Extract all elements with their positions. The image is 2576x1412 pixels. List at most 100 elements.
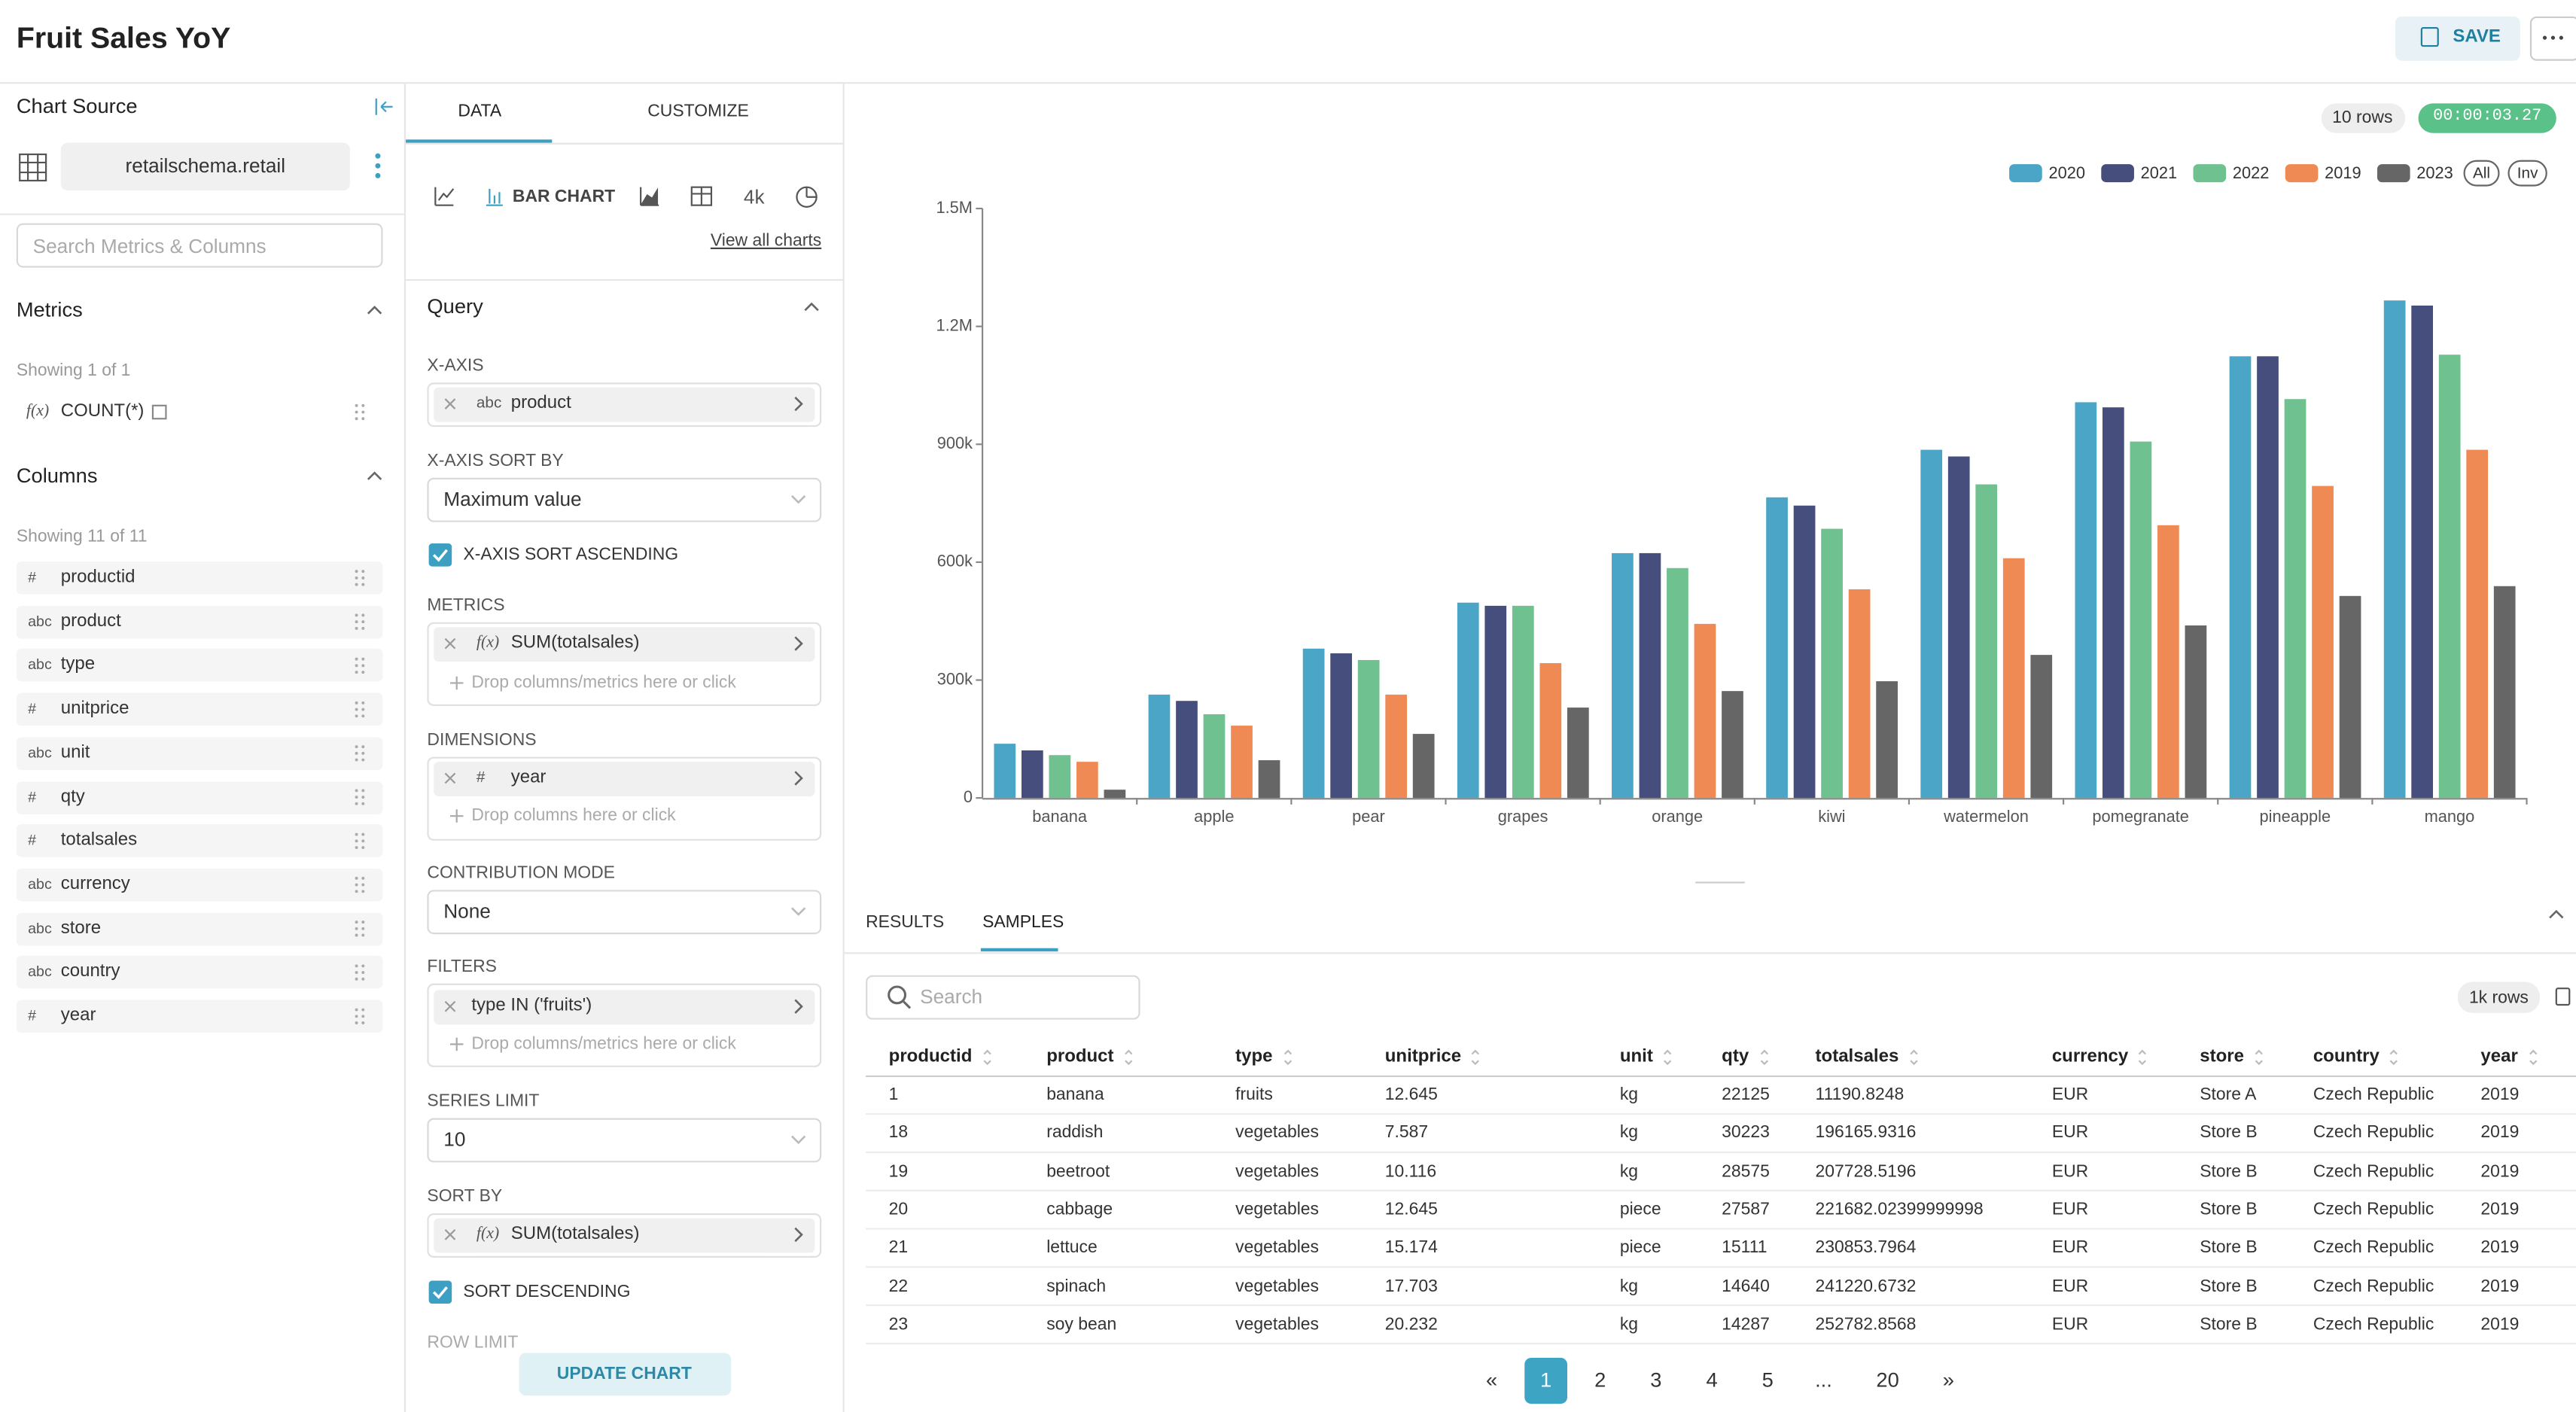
sort-icon — [2255, 1049, 2263, 1066]
view-all-link[interactable]: View all charts — [710, 231, 822, 251]
chart-type[interactable]: BAR CHART — [512, 187, 616, 207]
control-chip[interactable] — [434, 762, 815, 796]
update-button[interactable] — [519, 1353, 732, 1396]
chevron-icon — [367, 306, 382, 315]
area-chart-icon — [640, 187, 659, 206]
control-label: ROW LIMIT — [427, 1332, 519, 1353]
drop-hint[interactable]: Drop columns here or click — [471, 805, 676, 826]
legend-swatch — [2193, 164, 2227, 183]
page-link[interactable]: 1 — [1540, 1368, 1552, 1392]
select[interactable] — [427, 1118, 822, 1163]
table-cell: 11190.8248 — [1815, 1085, 1905, 1105]
sort-icon — [1910, 1049, 1918, 1066]
y-tick-label: 600k — [937, 552, 973, 571]
chip-icon: f(x) — [476, 634, 500, 653]
page-link[interactable]: 4 — [1706, 1368, 1718, 1392]
table-header[interactable]: unitprice — [1384, 1046, 1462, 1067]
table-cell: kg — [1619, 1314, 1639, 1334]
dataset-box[interactable] — [60, 142, 350, 191]
page-link[interactable]: 2 — [1594, 1368, 1606, 1392]
control-chip[interactable] — [434, 387, 815, 422]
control-label: DIMENSIONS — [427, 730, 537, 750]
page-link[interactable]: ... — [1815, 1368, 1832, 1392]
table-cell: spinach — [1046, 1276, 1107, 1296]
column-item[interactable] — [16, 911, 383, 945]
tab[interactable]: CUSTOMIZE — [647, 101, 749, 121]
column-name: unit — [60, 742, 90, 762]
table-cell: 230853.7964 — [1815, 1237, 1917, 1258]
column-item[interactable] — [16, 737, 383, 770]
bar — [1876, 681, 1898, 799]
column-item[interactable] — [16, 868, 383, 902]
checkbox-label[interactable]: SORT DESCENDING — [463, 1282, 631, 1302]
checkbox — [428, 1280, 452, 1304]
bar — [2157, 525, 2179, 799]
big-number-icon[interactable]: 4k — [743, 185, 765, 209]
page-link[interactable]: » — [1942, 1368, 1954, 1392]
table-header[interactable]: currency — [2051, 1046, 2129, 1067]
bar — [1231, 726, 1253, 799]
table-cell: 10.116 — [1384, 1161, 1437, 1182]
x-tick-label: pear — [1352, 807, 1385, 826]
results-search[interactable] — [866, 975, 1140, 1020]
table-header[interactable]: store — [2200, 1046, 2244, 1067]
page-link[interactable]: « — [1486, 1368, 1498, 1392]
search-input[interactable] — [16, 223, 383, 268]
control-chip[interactable] — [434, 990, 815, 1025]
table-header[interactable]: country — [2313, 1046, 2380, 1067]
column-item[interactable] — [16, 561, 383, 595]
select[interactable] — [427, 890, 822, 935]
table-header[interactable]: product — [1046, 1046, 1114, 1067]
table-header[interactable]: unit — [1619, 1046, 1653, 1067]
bar — [1176, 701, 1198, 799]
column-item[interactable] — [16, 956, 383, 989]
table-header[interactable]: productid — [888, 1046, 973, 1067]
more-button[interactable] — [2529, 16, 2576, 61]
row-count: 10 rows — [2332, 108, 2393, 128]
column-name: year — [60, 1006, 96, 1026]
x-tick-label: kiwi — [1818, 807, 1845, 826]
table-cell: Czech Republic — [2313, 1199, 2434, 1219]
chip-value: SUM(totalsales) — [510, 1224, 640, 1244]
bar — [1694, 623, 1716, 799]
drop-hint[interactable]: Drop columns/metrics here or click — [471, 1033, 736, 1054]
bar — [1975, 484, 1998, 799]
control-chip[interactable] — [434, 1218, 815, 1253]
page-link[interactable]: 5 — [1761, 1368, 1774, 1392]
page-link[interactable]: 3 — [1650, 1368, 1662, 1392]
checkbox-label[interactable]: X-AXIS SORT ASCENDING — [463, 544, 679, 564]
table-cell: vegetables — [1235, 1123, 1320, 1143]
table-cell: EUR — [2051, 1161, 2089, 1182]
table-header[interactable]: year — [2480, 1046, 2518, 1067]
control-well — [427, 1213, 822, 1258]
results-tab[interactable]: RESULTS — [866, 912, 945, 933]
page-link[interactable]: 20 — [1876, 1368, 1899, 1392]
select[interactable] — [427, 477, 822, 522]
drop-hint[interactable]: Drop columns/metrics here or click — [471, 672, 736, 693]
page-current — [1524, 1358, 1568, 1404]
column-item[interactable] — [16, 781, 383, 814]
tab[interactable]: DATA — [458, 101, 502, 121]
table-cell: piece — [1619, 1199, 1661, 1219]
table-header[interactable]: qty — [1722, 1046, 1749, 1067]
drag-handle — [355, 403, 358, 407]
table-cell: EUR — [2051, 1199, 2089, 1219]
table-header[interactable]: type — [1235, 1046, 1273, 1067]
column-item[interactable] — [16, 1000, 383, 1033]
results-tab[interactable]: SAMPLES — [982, 912, 1064, 933]
table-cell: Czech Republic — [2313, 1237, 2434, 1258]
control-chip[interactable] — [434, 627, 815, 662]
metric-name: COUNT(*) — [60, 401, 145, 421]
column-item[interactable] — [16, 824, 383, 858]
column-item[interactable] — [16, 605, 383, 638]
column-icon: # — [28, 788, 37, 805]
save-button[interactable] — [2395, 16, 2520, 61]
table-cell: EUR — [2051, 1123, 2089, 1143]
table-header[interactable]: totalsales — [1815, 1046, 1899, 1067]
column-item[interactable] — [16, 692, 383, 726]
column-item[interactable] — [16, 649, 383, 683]
table-cell: Store B — [2200, 1199, 2258, 1219]
x-tick-label: pomegranate — [2092, 807, 2188, 826]
x-tick-label: orange — [1652, 807, 1703, 826]
